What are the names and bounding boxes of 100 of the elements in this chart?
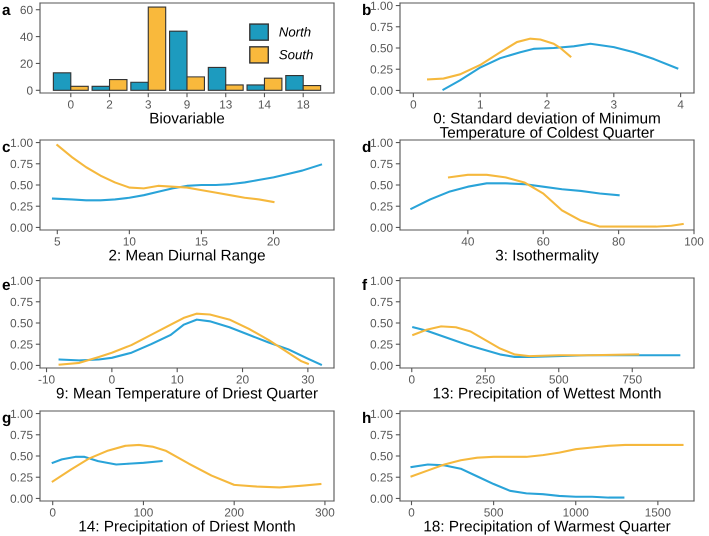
line-series	[58, 318, 322, 366]
y-tick-label: 0.25	[370, 202, 393, 211]
y-tick-label: 0.50	[370, 181, 393, 190]
y-tick-label: 40	[20, 32, 33, 41]
y-tick-label: 0.25	[370, 473, 393, 482]
x-tick-label: 0	[68, 100, 74, 109]
x-tick-label: 500	[549, 375, 568, 384]
y-tick-label: 0.00	[370, 361, 393, 370]
y-tick-label: 1.00	[10, 276, 33, 285]
line-series	[52, 456, 163, 466]
y-tick-label: 0.25	[370, 340, 393, 349]
x-tick-label: 100	[685, 237, 704, 246]
x-tick-label: 300	[316, 508, 334, 517]
y-tick-label: 0.50	[10, 319, 33, 328]
y-tick-label: 0.75	[10, 160, 33, 168]
x-tick-label: 2	[544, 100, 550, 108]
x-tick-label: 13	[220, 100, 232, 109]
y-tick-label: 1.00	[10, 138, 33, 147]
x-tick-label: 60	[537, 237, 550, 246]
chart-title: g	[2, 414, 10, 426]
x-tick-label: 500	[484, 508, 504, 517]
y-tick-label: 0.00	[10, 494, 33, 503]
y-tick-label: 1.00	[10, 410, 33, 418]
x-tick-label: 1	[478, 100, 483, 108]
y-tick-label: 0.25	[370, 65, 393, 74]
chart-title: d	[362, 140, 370, 152]
y-tick-label: 0.25	[10, 473, 33, 482]
y-tick-label: 0.50	[10, 452, 33, 460]
legend-label: North	[279, 26, 310, 37]
chart-title: a	[2, 6, 11, 16]
x-tick-label: 15	[196, 237, 208, 246]
y-tick-label: 0.75	[370, 298, 393, 306]
y-tick-label: 0.75	[10, 298, 33, 306]
x-axis-title: 18: Precipitation of Warmest Quarter	[424, 520, 670, 535]
x-axis-title: Biovariable	[150, 112, 224, 124]
y-tick-label: 1.00	[370, 138, 393, 147]
y-tick-label: 1.00	[370, 2, 393, 10]
y-tick-label: 1.00	[370, 410, 393, 418]
line-series	[412, 325, 640, 358]
line-series	[56, 144, 275, 204]
y-tick-label: 0.00	[10, 223, 33, 232]
x-axis-title: 13: Precipitation of Wettest Month	[434, 387, 661, 402]
x-tick-label: 1500	[646, 508, 671, 517]
x-tick-label: 0	[408, 508, 414, 517]
x-tick-label: 100	[134, 508, 153, 517]
y-tick-label: 0.75	[370, 160, 393, 168]
y-tick-label: 0.50	[370, 44, 393, 52]
x-tick-label: 250	[476, 375, 495, 384]
y-tick-label: 20	[20, 59, 33, 68]
x-tick-label: 18	[298, 100, 310, 109]
y-tick-label: 0.75	[370, 22, 393, 32]
line-series	[410, 444, 684, 478]
x-tick-label: 200	[224, 508, 244, 517]
chart-title: e	[2, 282, 10, 290]
x-tick-label: 750	[623, 375, 642, 384]
y-tick-label: 0.50	[370, 319, 393, 328]
x-tick-label: 10	[124, 237, 136, 246]
x-tick-label: 0	[408, 375, 415, 384]
x-axis-title: 0: Standard deviation of Minimum Temperature of Coldest Quarter	[434, 112, 660, 141]
y-tick-label: 0.00	[370, 86, 393, 95]
x-tick-label: 0	[410, 100, 416, 109]
line-series	[52, 444, 322, 488]
x-tick-label: 20	[236, 375, 249, 384]
x-tick-label: 1000	[564, 508, 588, 517]
line-series	[58, 312, 309, 366]
y-tick-label: 0.75	[10, 430, 33, 440]
y-tick-label: 0.00	[10, 361, 33, 370]
line-series	[412, 326, 680, 358]
line-series	[448, 174, 684, 228]
chart-title: b	[363, 4, 371, 16]
x-tick-label: 80	[612, 237, 625, 246]
y-tick-label: 0.50	[370, 452, 393, 460]
line-series	[427, 38, 572, 80]
x-tick-label: 0	[50, 508, 56, 517]
legend-label: South	[279, 50, 313, 60]
y-tick-label: 0.75	[370, 430, 393, 440]
y-tick-label: 1.00	[370, 276, 393, 285]
x-tick-label: 4	[678, 100, 684, 108]
x-tick-label: 0	[109, 375, 115, 384]
x-tick-label: 30	[302, 375, 314, 384]
line-series	[410, 182, 620, 210]
x-tick-label: 2	[106, 100, 112, 108]
chart-title: f	[362, 278, 368, 290]
x-tick-label: 3	[145, 100, 152, 109]
x-tick-label: 14	[258, 100, 271, 108]
x-tick-label: 9	[184, 100, 190, 109]
x-tick-label: -10	[38, 375, 55, 384]
y-tick-label: 60	[20, 6, 33, 14]
x-axis-title: 9: Mean Temperature of Driest Quarter	[56, 387, 318, 402]
y-tick-label: 0.25	[10, 202, 33, 211]
x-axis-title: 2: Mean Diurnal Range	[109, 249, 265, 264]
line-series	[442, 42, 678, 91]
line-series	[52, 164, 322, 202]
x-axis-title: 14: Precipitation of Driest Month	[79, 520, 295, 535]
x-tick-label: 20	[268, 237, 280, 246]
y-tick-label: 0.00	[370, 494, 393, 503]
x-tick-label: 3	[610, 100, 617, 109]
x-tick-label: 5	[54, 237, 60, 246]
y-tick-label: 0.50	[10, 181, 33, 190]
chart-title: h	[363, 412, 370, 423]
